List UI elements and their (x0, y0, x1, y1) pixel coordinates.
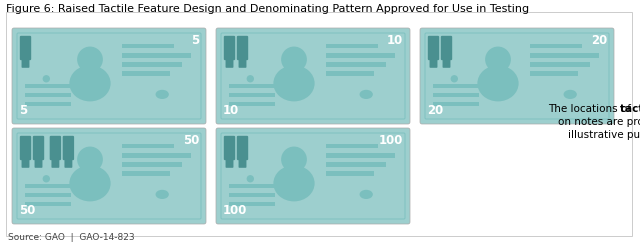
Bar (26, 93, 71, 97)
FancyBboxPatch shape (20, 136, 31, 160)
Text: 20: 20 (591, 34, 607, 47)
FancyBboxPatch shape (12, 128, 206, 224)
Text: 100: 100 (223, 204, 248, 217)
Bar (122, 44, 173, 48)
FancyBboxPatch shape (224, 136, 236, 160)
Bar (122, 144, 173, 148)
Bar (229, 102, 275, 106)
Text: tactile features: tactile features (620, 104, 640, 114)
FancyBboxPatch shape (442, 58, 451, 68)
FancyBboxPatch shape (420, 28, 614, 124)
FancyBboxPatch shape (224, 36, 236, 60)
FancyBboxPatch shape (22, 158, 29, 168)
FancyBboxPatch shape (441, 36, 452, 60)
Text: 5: 5 (19, 104, 28, 117)
FancyBboxPatch shape (429, 58, 438, 68)
Ellipse shape (564, 90, 577, 99)
Bar (326, 44, 378, 48)
Bar (122, 62, 182, 67)
Bar (229, 93, 275, 97)
FancyBboxPatch shape (225, 58, 234, 68)
Ellipse shape (273, 165, 315, 201)
Bar (531, 53, 598, 58)
Circle shape (281, 147, 307, 172)
FancyBboxPatch shape (225, 158, 234, 168)
FancyBboxPatch shape (35, 158, 42, 168)
FancyBboxPatch shape (51, 158, 60, 168)
Text: on notes are provided here for: on notes are provided here for (558, 117, 640, 127)
Text: 5: 5 (191, 34, 199, 47)
Ellipse shape (69, 165, 111, 201)
FancyBboxPatch shape (216, 28, 410, 124)
FancyBboxPatch shape (237, 36, 248, 60)
Circle shape (246, 175, 254, 182)
Text: 10: 10 (387, 34, 403, 47)
Bar (433, 93, 479, 97)
Bar (122, 71, 170, 76)
FancyBboxPatch shape (239, 158, 246, 168)
Text: 10: 10 (223, 104, 239, 117)
Circle shape (281, 47, 307, 72)
Bar (229, 84, 275, 88)
Bar (326, 53, 395, 58)
Circle shape (77, 147, 103, 172)
Bar (26, 193, 71, 197)
Circle shape (43, 75, 50, 82)
Bar (433, 102, 479, 106)
Bar (531, 62, 591, 67)
Ellipse shape (156, 90, 169, 99)
Bar (229, 184, 275, 188)
Bar (122, 171, 170, 176)
Bar (122, 53, 191, 58)
Ellipse shape (477, 65, 518, 101)
FancyBboxPatch shape (33, 136, 44, 160)
FancyBboxPatch shape (6, 12, 632, 236)
Bar (326, 144, 378, 148)
Circle shape (485, 47, 511, 72)
Bar (531, 44, 582, 48)
Circle shape (451, 75, 458, 82)
FancyBboxPatch shape (50, 136, 61, 160)
Bar (229, 202, 275, 206)
Ellipse shape (360, 190, 373, 199)
Bar (531, 71, 578, 76)
Text: illustrative purposes only.: illustrative purposes only. (568, 130, 640, 140)
Ellipse shape (360, 90, 373, 99)
Bar (122, 162, 182, 167)
Bar (122, 153, 191, 158)
Bar (26, 184, 71, 188)
Circle shape (43, 175, 50, 182)
Ellipse shape (69, 65, 111, 101)
Text: 100: 100 (379, 134, 403, 147)
Bar (26, 202, 71, 206)
Bar (326, 153, 395, 158)
FancyBboxPatch shape (22, 58, 29, 68)
Bar (26, 84, 71, 88)
Bar (433, 84, 479, 88)
Bar (326, 162, 387, 167)
FancyBboxPatch shape (239, 58, 246, 68)
Text: 50: 50 (19, 204, 35, 217)
Bar (326, 171, 374, 176)
Circle shape (77, 47, 103, 72)
Bar (326, 71, 374, 76)
FancyBboxPatch shape (12, 28, 206, 124)
Text: The locations of: The locations of (548, 104, 634, 114)
FancyBboxPatch shape (237, 136, 248, 160)
Ellipse shape (273, 65, 315, 101)
Bar (26, 102, 71, 106)
Circle shape (246, 75, 254, 82)
Text: Figure 6: Raised Tactile Feature Design and Denominating Pattern Approved for Us: Figure 6: Raised Tactile Feature Design … (6, 4, 529, 14)
Ellipse shape (156, 190, 169, 199)
Text: Source: GAO  |  GAO-14-823: Source: GAO | GAO-14-823 (8, 233, 134, 242)
FancyBboxPatch shape (428, 36, 439, 60)
FancyBboxPatch shape (63, 136, 74, 160)
Bar (326, 62, 387, 67)
Bar (229, 193, 275, 197)
FancyBboxPatch shape (216, 128, 410, 224)
Text: 20: 20 (427, 104, 444, 117)
Text: 50: 50 (182, 134, 199, 147)
FancyBboxPatch shape (65, 158, 72, 168)
FancyBboxPatch shape (20, 36, 31, 60)
